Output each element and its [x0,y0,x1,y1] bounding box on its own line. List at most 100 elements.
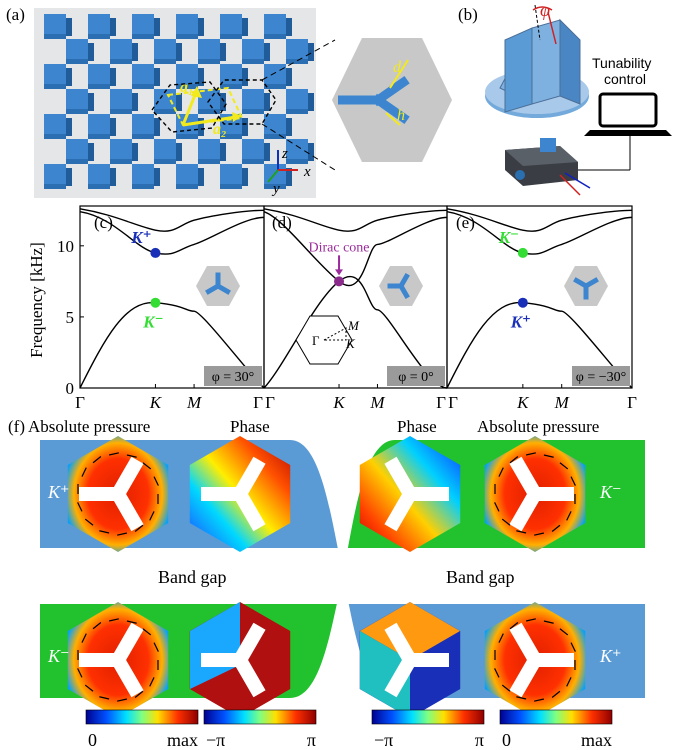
lattice-block-7 [110,39,138,64]
x-tick-label: K [149,393,163,412]
lattice-block-30 [66,139,94,164]
d-label: d [393,59,402,76]
lattice-block-8 [154,39,182,64]
band-curve-2 [446,208,633,232]
header-left-phase: Phase [230,417,270,436]
colorbar-min: −π [206,730,225,750]
lattice-block-38 [132,164,160,189]
colorbar-1 [203,709,317,725]
tunability-label: Tunability [592,55,651,71]
control-label: control [604,71,646,87]
lattice-block-6 [66,39,94,64]
x-tick-label: Γ [253,393,263,412]
panel-label-f: (f) [8,417,25,436]
label-bottom-right: K⁺ [599,646,622,666]
panel-label-b: (b) [458,5,478,24]
band-curve-1 [79,210,265,255]
band-curve-0 [79,301,265,389]
lower-k-point [517,297,528,308]
a2-arrowhead [232,112,242,122]
a1-arrowhead [191,86,202,98]
x-tick-label: K [332,393,346,412]
lower-valley-label: K⁻ [142,313,163,332]
x-tick-label: Γ [265,393,275,412]
x-tick-label: Γ [75,393,85,412]
lattice-block-12 [44,64,72,89]
lattice-block-2 [132,14,160,39]
colorbar-min: 0 [502,730,511,750]
lattice-block-24 [44,114,72,139]
d-dimension-arrow [389,59,409,89]
colorbar-min: 0 [88,730,97,750]
a1-label: a₁ [180,79,194,96]
colorbar-max: π [307,730,316,750]
header-right-phase: Phase [397,417,437,436]
upper-valley-label: K⁻ [498,228,519,247]
field-map-3 [484,436,586,552]
lattice-block-9 [198,39,226,64]
field-map-0 [67,436,169,552]
lattice-block-18 [66,89,94,114]
band-curve-0 [446,301,633,389]
unit-cell-hexagon [332,38,452,162]
zoom-line-top [261,39,336,81]
colorbar-3 [499,709,613,725]
x-tick-label: M [186,393,202,412]
label-bottom-left: K⁻ [47,646,70,666]
panel-label-e: (e) [456,213,475,232]
dirac-cone-label: Dirac cone [309,240,370,255]
phi-angle-label: φ [540,0,550,20]
h-label: h [397,107,405,124]
hexagon-outline-2 [207,79,277,125]
lattice-block-26 [132,114,160,139]
upper-valley-label: K⁺ [130,228,151,247]
bz-k: K [345,336,356,351]
colorbar-2 [371,709,485,725]
band-gap-label-right: Band gap [446,567,514,587]
band-gap-label-left: Band gap [158,567,226,587]
lattice-block-25 [88,114,116,139]
band-curve-1 [263,211,448,286]
lattice-block-16 [220,64,248,89]
lattice-block-31 [110,139,138,164]
phi-value: φ = 30° [212,370,255,385]
lattice-block-17 [264,64,292,89]
lattice-block-23 [286,89,314,114]
lattice-block-5 [264,14,292,39]
field-map-2 [359,436,461,552]
field-map-1 [189,436,291,552]
band-curve-1 [446,210,633,255]
x-tick-label: K [516,393,530,412]
bz-m: M [347,318,360,333]
unit-cell-outline [166,86,244,127]
y-tick-label: 10 [57,237,74,256]
y-axis-label: y [271,181,280,197]
colorbar-0 [85,709,199,725]
lattice-block-29 [264,114,292,139]
phi-value: φ = 0° [398,370,434,385]
lattice-block-4 [220,14,248,39]
lattice-block-33 [198,139,226,164]
x-tick-label: Γ [448,393,458,412]
lattice-block-34 [242,139,270,164]
lower-valley-label: K⁺ [510,313,531,332]
dirac-point [334,276,345,287]
x-tick-label: Γ [627,393,637,412]
band-curve-2 [263,208,448,232]
phi-value: φ = −30° [576,370,626,385]
panel-label-c: (c) [94,213,113,232]
lattice-vectors: a₁ a₂ [151,79,277,138]
lattice-block-19 [110,89,138,114]
plot-frame-2 [446,205,633,389]
hexagon-outline-1 [151,81,227,133]
axes-triad: z x y [267,146,311,197]
z-axis-label: z [281,146,288,162]
colorbar-max: max [581,730,612,750]
label-top-right: K⁻ [599,482,622,502]
lattice-block-35 [286,139,314,164]
lattice-block-10 [242,39,270,64]
upper-k-point [517,247,528,258]
phi-box [572,366,630,386]
